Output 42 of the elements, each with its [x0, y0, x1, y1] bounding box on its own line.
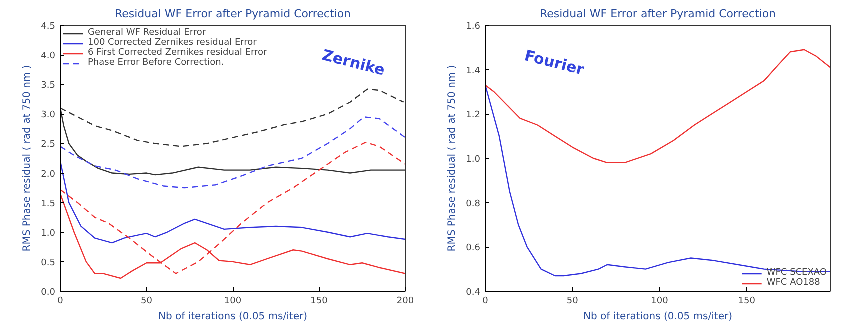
- x-axis-title: Nb of iterations (0.05 ms/iter): [158, 312, 308, 322]
- y-tick-label: 3.5: [41, 81, 56, 92]
- legend-label: 100 Corrected Zernikes residual Error: [88, 38, 257, 48]
- line-series: [486, 84, 830, 277]
- x-tick-label: 150: [738, 296, 756, 306]
- y-tick-label: 4.0: [41, 52, 56, 62]
- y-tick-label: 1.2: [466, 110, 481, 121]
- y-tick-label: 1.5: [41, 199, 56, 210]
- legend-label: Phase Error Before Correction.: [88, 58, 224, 68]
- y-tick-label: 0.8: [466, 199, 481, 210]
- x-tick-label: 150: [310, 296, 328, 306]
- y-tick-label: 1.4: [466, 66, 481, 76]
- y-tick-label: 0.6: [466, 244, 481, 254]
- x-tick-label: 50: [566, 296, 579, 306]
- line-series: [60, 160, 406, 244]
- y-tick-label: 1.6: [466, 22, 481, 32]
- line-series: [486, 49, 830, 164]
- y-tick-label: 0.0: [41, 288, 56, 298]
- y-tick-label: 1.0: [466, 155, 481, 165]
- y-tick-label: 3.0: [41, 110, 56, 121]
- chart-title: Residual WF Error after Pyramid Correction: [114, 8, 352, 20]
- x-tick-label: 100: [224, 296, 242, 306]
- y-tick-label: 4.5: [41, 22, 56, 32]
- y-tick-label: 0.5: [41, 258, 56, 268]
- x-tick-label: 100: [651, 296, 669, 306]
- y-tick-label: 2.0: [41, 170, 56, 180]
- legend-label: 6 First Corrected Zernikes residual Error: [88, 48, 268, 58]
- annotation: Fourier: [522, 46, 587, 80]
- x-tick-label: 0: [482, 296, 489, 306]
- legend-label: WFC AO188: [766, 278, 820, 288]
- y-axis-title: RMS Phase residual ( rad at 750 nm ): [22, 65, 34, 252]
- y-tick-label: 0.4: [466, 288, 481, 298]
- y-axis-title: RMS Phase residual ( rad at 750 nm ): [447, 65, 458, 252]
- legend-label: General WF Residual Error: [88, 28, 206, 38]
- line-series: [60, 116, 406, 189]
- x-tick-label: 200: [396, 296, 414, 306]
- x-tick-label: 50: [141, 296, 153, 306]
- chart-title: Residual WF Error after Pyramid Correction: [540, 8, 776, 20]
- y-tick-label: 1.0: [41, 228, 56, 239]
- x-tick-label: 0: [58, 296, 64, 306]
- x-axis-title: Nb of iterations (0.05 ms/iter): [584, 312, 733, 322]
- y-tick-label: 2.5: [41, 140, 56, 150]
